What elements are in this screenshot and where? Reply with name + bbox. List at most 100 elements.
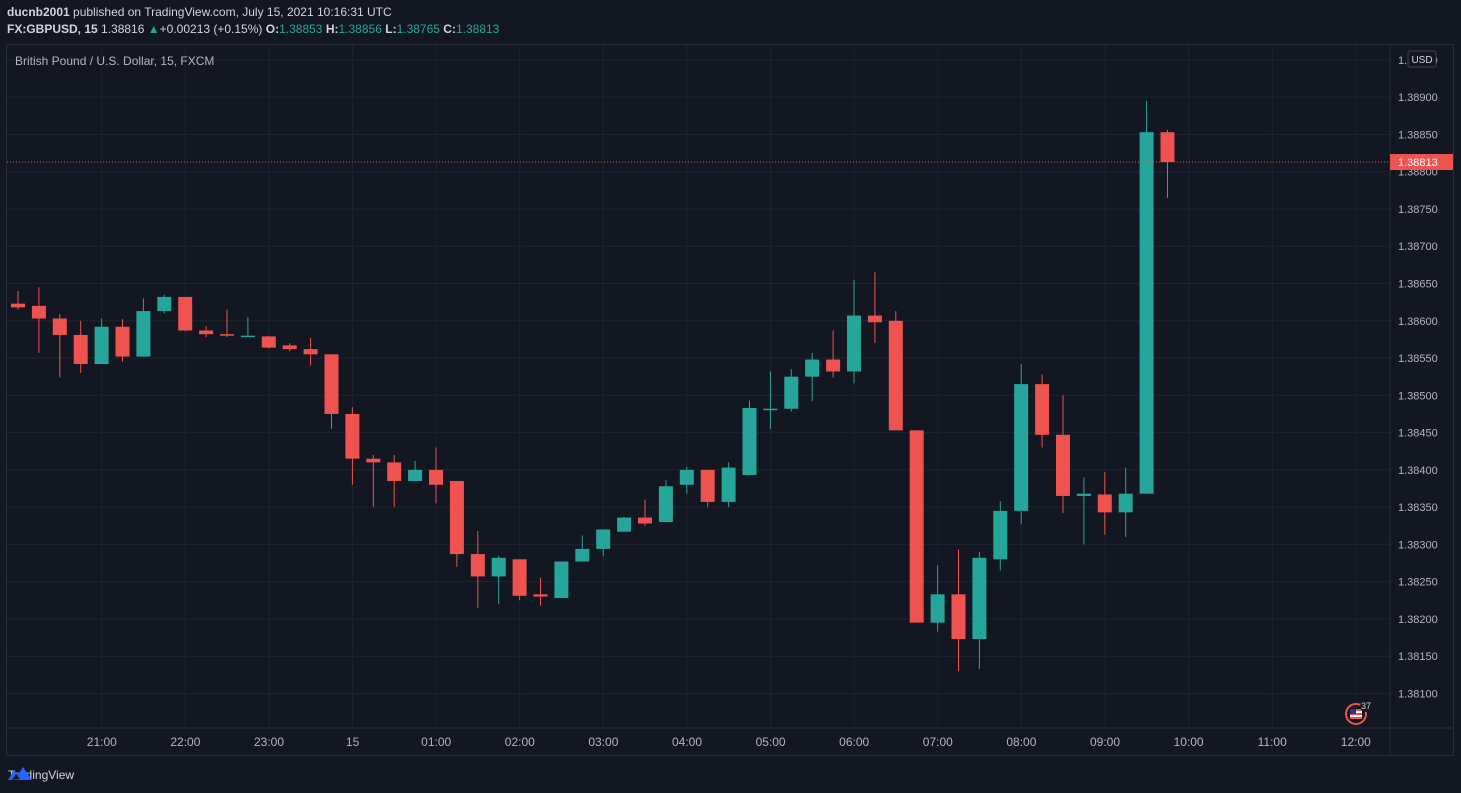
candle[interactable] (1118, 467, 1133, 537)
candle[interactable] (826, 330, 841, 378)
candle[interactable] (784, 369, 799, 412)
event-count: 37 (1361, 701, 1371, 711)
candle-body (94, 326, 109, 365)
candle[interactable] (993, 501, 1008, 571)
candle[interactable] (303, 337, 318, 366)
candle-body (805, 359, 820, 377)
candle[interactable] (387, 454, 402, 508)
candle-body (533, 594, 548, 597)
candle[interactable] (596, 529, 611, 557)
x-tick-label: 02:00 (505, 735, 535, 749)
candle[interactable] (345, 407, 360, 485)
candle[interactable] (1097, 472, 1112, 535)
candle[interactable] (658, 480, 673, 523)
candle-body (366, 458, 381, 463)
currency-label: USD (1411, 55, 1432, 66)
candle[interactable] (1160, 129, 1175, 198)
x-tick-label: 15 (346, 735, 360, 749)
flag-event-icon[interactable]: 37 (1345, 700, 1372, 725)
chart-title: British Pound / U.S. Dollar, 15, FXCM (15, 54, 214, 68)
candle[interactable] (1139, 100, 1154, 494)
candle[interactable] (73, 320, 88, 373)
candle-body (721, 467, 736, 502)
candle[interactable] (261, 335, 276, 349)
candle[interactable] (470, 530, 485, 608)
candle[interactable] (972, 551, 987, 669)
candle[interactable] (847, 279, 861, 384)
candle[interactable] (721, 462, 736, 508)
candle[interactable] (951, 549, 966, 672)
high-label: H: (325, 22, 339, 36)
candle[interactable] (429, 447, 443, 504)
candle[interactable] (867, 272, 882, 344)
candle[interactable] (1014, 364, 1029, 525)
x-tick-label: 09:00 (1090, 735, 1120, 749)
candle-body (282, 345, 297, 350)
candle[interactable] (220, 309, 234, 338)
y-tick-label: 1.38150 (1398, 651, 1438, 663)
candle[interactable] (408, 460, 423, 482)
candle[interactable] (533, 577, 548, 606)
candle[interactable] (240, 317, 255, 338)
x-tick-label: 12:00 (1341, 735, 1371, 749)
y-tick-label: 1.38300 (1398, 539, 1438, 551)
candle[interactable] (178, 296, 193, 332)
candle[interactable] (763, 371, 778, 429)
candle[interactable] (700, 469, 715, 508)
candle[interactable] (638, 499, 652, 526)
candle[interactable] (449, 481, 464, 567)
x-tick-label: 06:00 (839, 735, 869, 749)
candle[interactable] (136, 298, 151, 357)
open-value: 1.38853 (279, 22, 323, 36)
candle[interactable] (366, 454, 381, 508)
candle[interactable] (94, 318, 109, 365)
candle-body (1118, 493, 1133, 513)
candle[interactable] (491, 555, 506, 605)
y-tick-label: 1.38500 (1398, 390, 1438, 402)
currency-badge[interactable] (1407, 50, 1437, 68)
chart-frame[interactable] (6, 44, 1454, 756)
tradingview-logo-icon[interactable] (8, 766, 32, 780)
candle-body (575, 548, 590, 562)
candle[interactable] (742, 400, 757, 476)
candle[interactable] (617, 516, 632, 532)
candle[interactable] (115, 319, 130, 362)
y-tick-label: 1.38600 (1398, 316, 1438, 328)
candle[interactable] (324, 354, 339, 429)
candle-body (993, 510, 1008, 560)
y-tick-label: 1.38750 (1398, 204, 1438, 216)
x-tick-label: 08:00 (1006, 735, 1036, 749)
candle[interactable] (31, 287, 46, 353)
current-price-badge (1390, 154, 1453, 171)
candle-body (826, 359, 841, 372)
candle[interactable] (52, 314, 67, 378)
open-label: O: (265, 22, 280, 36)
candle[interactable] (282, 343, 297, 352)
candle[interactable] (909, 430, 924, 623)
author-name[interactable]: ducnb2001 (7, 5, 70, 19)
candle[interactable] (512, 559, 527, 601)
candle[interactable] (1076, 477, 1091, 545)
candle[interactable] (1035, 374, 1050, 448)
candle[interactable] (930, 565, 945, 632)
candle-body (1035, 384, 1050, 435)
candle-body (763, 408, 778, 411)
candle[interactable] (11, 290, 25, 310)
candle[interactable] (157, 294, 172, 314)
candle-body (408, 469, 423, 482)
candle[interactable] (575, 535, 590, 562)
candle[interactable] (554, 561, 569, 599)
candle[interactable] (888, 311, 903, 431)
ohlc-legend: FX:GBPUSD, 15 1.38816 ▲+0.00213 (+0.15%)… (7, 22, 499, 36)
candle[interactable] (805, 352, 820, 402)
candle[interactable] (679, 466, 694, 494)
candle-body (449, 481, 464, 555)
y-tick-label: 1.38200 (1398, 614, 1438, 626)
y-tick-label: 1.38250 (1398, 577, 1438, 589)
candle-body (1014, 384, 1029, 511)
candle[interactable] (1056, 395, 1070, 514)
candle-body (136, 311, 151, 357)
candle-body (470, 554, 485, 577)
candle[interactable] (199, 325, 214, 338)
